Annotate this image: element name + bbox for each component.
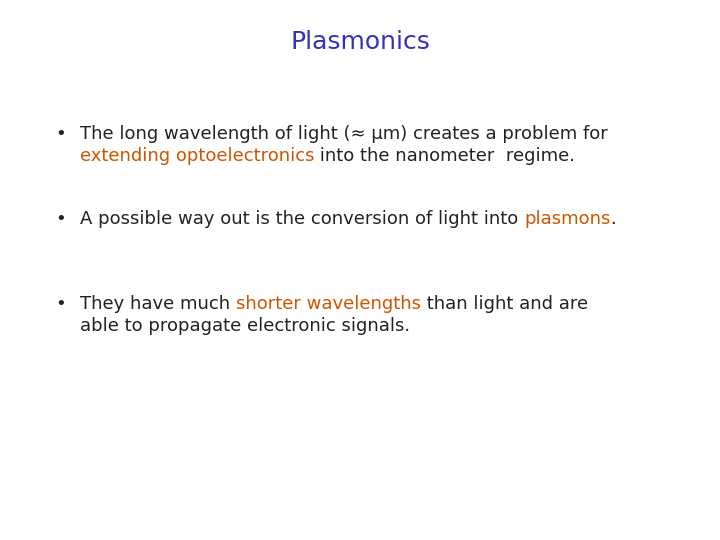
Text: .: . xyxy=(611,210,616,228)
Text: A possible way out is the conversion of light into: A possible way out is the conversion of … xyxy=(80,210,524,228)
Text: than light and are: than light and are xyxy=(421,295,588,313)
Text: shorter wavelengths: shorter wavelengths xyxy=(236,295,421,313)
Text: plasmons: plasmons xyxy=(524,210,611,228)
Text: able to propagate electronic signals.: able to propagate electronic signals. xyxy=(80,317,410,335)
Text: into the nanometer  regime.: into the nanometer regime. xyxy=(315,147,575,165)
Text: They have much: They have much xyxy=(80,295,236,313)
Text: extending optoelectronics: extending optoelectronics xyxy=(80,147,315,165)
Text: •: • xyxy=(55,210,66,228)
Text: Plasmonics: Plasmonics xyxy=(290,30,430,54)
Text: •: • xyxy=(55,295,66,313)
Text: The long wavelength of light (≈ μm) creates a problem for: The long wavelength of light (≈ μm) crea… xyxy=(80,125,608,143)
Text: •: • xyxy=(55,125,66,143)
